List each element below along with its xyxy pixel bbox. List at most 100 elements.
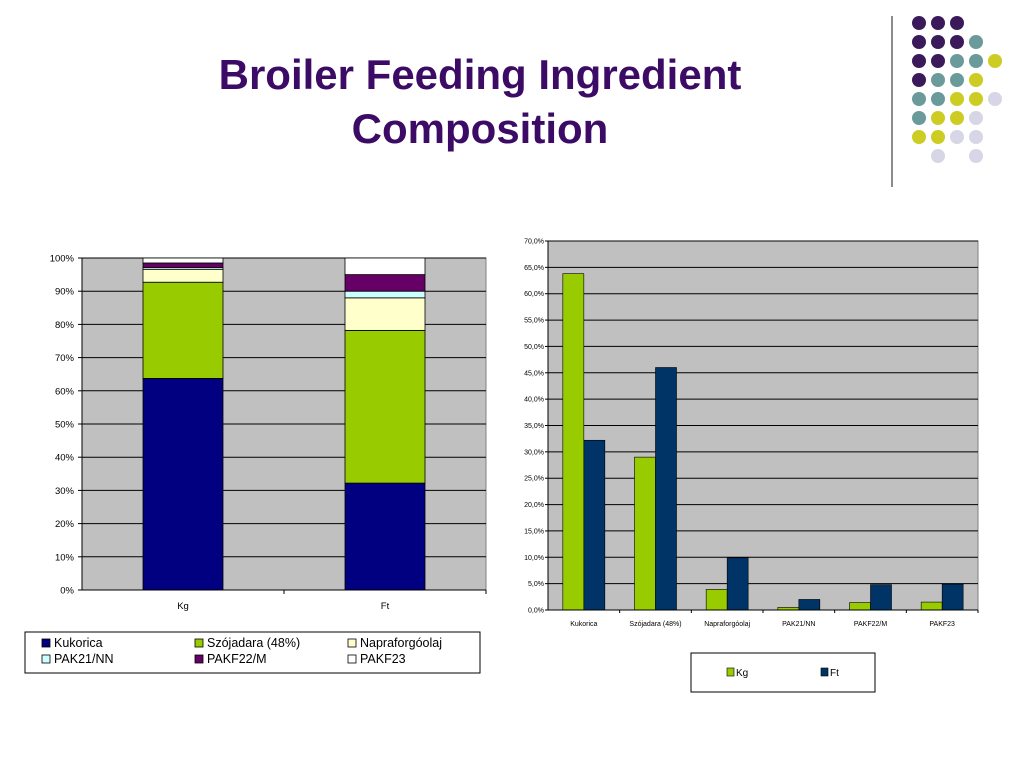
y-tick-label: 40% (55, 453, 75, 464)
legend-swatch (347, 638, 357, 648)
x-tick-label: PAKF22/M (854, 621, 887, 628)
y-tick-label: 70% (55, 353, 75, 364)
bar-segment (344, 297, 426, 331)
y-tick-label: 100% (50, 254, 75, 265)
y-tick-label: 90% (55, 287, 75, 298)
x-tick-label: Kukorica (570, 621, 597, 628)
y-tick-label: 70,0% (524, 239, 544, 246)
bar-kg (849, 602, 871, 611)
bar-kg (562, 273, 585, 611)
decor-dot (969, 111, 983, 125)
decor-dot (912, 111, 926, 125)
legend-swatch (194, 654, 204, 664)
decor-dot (950, 54, 964, 68)
y-tick-label: 45,0% (524, 370, 544, 377)
x-tick-label: Ft (381, 601, 390, 612)
decor-dot (969, 92, 983, 106)
y-tick-label: 0% (60, 586, 74, 597)
bar-ft (655, 367, 677, 611)
decor-dot (969, 73, 983, 87)
decor-dot (969, 130, 983, 144)
legend-label: PAKF23 (360, 652, 406, 666)
decor-dot (969, 149, 983, 163)
legend-label: Szójadara (48%) (207, 636, 300, 650)
chart1-legend: Kukorica Szójadara (48%) Napraforgóolaj PAK… (24, 631, 481, 674)
legend-swatch (820, 667, 829, 677)
y-tick-label: 10,0% (524, 555, 544, 562)
legend-swatch (41, 638, 51, 648)
bar-ft (941, 583, 964, 611)
y-tick-label: 50% (55, 420, 75, 431)
y-tick-label: 30,0% (524, 449, 544, 456)
y-tick-label: 5,0% (528, 581, 544, 588)
y-tick-label: 20% (55, 519, 75, 530)
decor-dot (912, 16, 926, 30)
y-tick-label: 35,0% (524, 423, 544, 430)
legend-label: PAKF22/M (207, 652, 267, 666)
decor-dot (931, 35, 945, 49)
bar-segment (344, 290, 426, 299)
decor-dot (931, 16, 945, 30)
bar-segment (344, 257, 426, 276)
bar-segment (142, 377, 224, 591)
x-tick-label: Kg (177, 601, 189, 612)
bar-segment (142, 268, 224, 283)
decor-dot (950, 35, 964, 49)
slide-title: Broiler Feeding Ingredient Composition (120, 48, 840, 156)
decor-dot (950, 92, 964, 106)
legend-label: Ft (830, 668, 839, 679)
y-tick-label: 20,0% (524, 502, 544, 509)
decor-dot (912, 130, 926, 144)
y-tick-label: 60% (55, 386, 75, 397)
bar-segment (142, 257, 224, 264)
title-line-1: Broiler Feeding Ingredient (218, 51, 742, 98)
decor-dot (969, 35, 983, 49)
y-tick-label: 40,0% (524, 397, 544, 404)
y-tick-label: 55,0% (524, 318, 544, 325)
legend-label: Napraforgóolaj (360, 636, 442, 650)
y-tick-label: 60,0% (524, 291, 544, 298)
decor-dot (931, 92, 945, 106)
decor-dot (969, 54, 983, 68)
legend-swatch (41, 654, 51, 664)
decor-dot (912, 73, 926, 87)
decor-dot (931, 130, 945, 144)
x-tick-label: Szójadara (48%) (629, 621, 681, 628)
y-tick-label: 10% (55, 552, 75, 563)
decor-dot (912, 54, 926, 68)
decor-dot (950, 73, 964, 87)
chart2-legend: Kg Ft (690, 652, 876, 693)
legend-swatch (726, 667, 735, 677)
bar-ft (798, 599, 821, 611)
decor-dot (931, 149, 945, 163)
decor-dot (988, 92, 1002, 106)
bar-kg (634, 456, 656, 611)
bar-ft (870, 584, 892, 611)
bar-segment (344, 329, 426, 484)
bar-segment (142, 281, 224, 379)
legend-label: Kukorica (54, 636, 103, 650)
decor-dot (988, 54, 1002, 68)
decor-dot (950, 111, 964, 125)
x-tick-label: PAK21/NN (782, 621, 815, 628)
legend-label: PAK21/NN (54, 652, 114, 666)
legend-swatch (347, 654, 357, 664)
decor-dot (931, 111, 945, 125)
decor-dot (912, 92, 926, 106)
stacked-percent-bar-chart: 0% 10% 20% 30% 40% 50% 60% 70% 80% 90% 100% Kg Ft Kuk… (24, 254, 487, 674)
title-line-2: Composition (351, 105, 609, 152)
decorative-dot-grid (891, 16, 1002, 187)
bar-segment (344, 274, 426, 292)
clustered-bar-chart: 0,0% 5,0% 10,0% 15,0% 20,0% 25,0% 30,0% 35,0% 40… (524, 239, 979, 693)
legend-swatch (194, 638, 204, 648)
y-tick-label: 80% (55, 320, 75, 331)
y-tick-label: 25,0% (524, 476, 544, 483)
legend-box (24, 631, 481, 674)
bar-kg (705, 589, 728, 611)
y-tick-label: 50,0% (524, 344, 544, 351)
decor-dot (950, 130, 964, 144)
bar-segment (142, 262, 224, 269)
legend-box (690, 652, 876, 693)
x-tick-label: Napraforgóolaj (704, 621, 750, 628)
bar-ft (726, 557, 749, 611)
